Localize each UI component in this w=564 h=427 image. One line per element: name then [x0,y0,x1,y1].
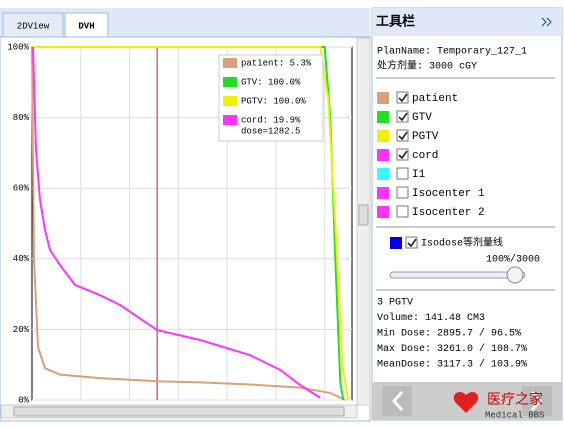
toolbar-header [372,8,562,36]
checkbox[interactable] [405,236,418,249]
legend-swatch [223,115,237,125]
dose-stat: Max Dose: 3261.0 / 108.7% [377,343,527,355]
watermark: Medical BBS [485,410,544,420]
structure-color [377,187,389,199]
structure-color [377,149,389,161]
structure-color [377,111,389,123]
structure-color [377,130,389,142]
legend-label: cord: 19.9% [241,115,301,125]
structure-color [377,168,389,180]
y-tick-label: 20% [13,325,30,335]
check-mark [398,131,408,141]
next-arrow [530,391,543,411]
next-button[interactable] [522,386,552,416]
checkbox[interactable] [396,110,409,123]
legend-label: patient: 5.3% [241,58,312,68]
legend-swatch [223,58,237,68]
structure-name: PGTV [412,131,439,143]
structure-name: GTV [412,112,432,124]
collapse-icon[interactable] [541,17,552,27]
y-tick-label: 60% [13,184,30,194]
v-scroll-thumb[interactable] [358,204,369,226]
isodose-label: Isodose等剂量线 [421,236,503,250]
plan-info: 处方剂量: 3000 cGY [377,59,477,73]
structure-name: Isocenter 1 [412,188,485,200]
h-scroll-thumb[interactable] [13,406,345,417]
checkbox[interactable] [396,186,409,199]
y-tick-label: 100% [7,42,29,52]
legend-label: PGTV: 100.0% [241,96,306,106]
y-tick-label: 0% [18,395,29,405]
checkbox[interactable] [396,205,409,218]
slider-knob[interactable] [506,266,524,284]
check-mark [398,150,408,160]
dose-stat: 3 PGTV [377,298,413,309]
watermark: 医疗之家 [487,391,543,408]
y-tick-label: 80% [13,113,30,123]
dose-stat: MeanDose: 3117.3 / 103.9% [377,359,527,371]
isodose-slider[interactable] [389,271,526,279]
structure-name: Isocenter 2 [412,207,485,219]
legend-label: GTV: 100.0% [241,77,301,87]
check-mark [398,93,408,103]
dose-stat: Min Dose: 2895.7 / 96.5% [377,328,521,340]
legend-label: dose=1282.5 [241,126,300,136]
structure-name: patient [412,93,458,105]
prev-arrow [391,391,404,411]
checkbox[interactable] [396,167,409,180]
check-mark [407,238,417,248]
checkbox[interactable] [396,148,409,161]
tab-label: DVH [78,21,94,31]
tab[interactable] [64,12,109,38]
structure-color [377,206,389,218]
tab-label: 2DView [17,21,50,31]
checkbox[interactable] [396,91,409,104]
structure-name: cord [412,150,438,162]
check-mark [398,112,408,122]
y-tick-label: 40% [13,254,30,264]
prev-button[interactable] [382,386,412,416]
toolbar-title: 工具栏 [376,14,415,30]
structure-name: I1 [412,169,426,181]
watermark-heart [453,392,479,413]
dvh-curve [32,46,350,401]
plan-info: PlanName: Temporary_127_1 [377,46,527,58]
isodose-level: 100%/3000 [486,254,540,266]
dose-stat: Volume: 141.48 CM3 [377,312,485,324]
legend-swatch [223,77,237,87]
dvh-curve [32,46,321,399]
structure-color [377,92,389,104]
isodose-color [390,237,402,249]
checkbox[interactable] [396,129,409,142]
legend-swatch [223,96,237,106]
tab[interactable] [2,12,64,38]
